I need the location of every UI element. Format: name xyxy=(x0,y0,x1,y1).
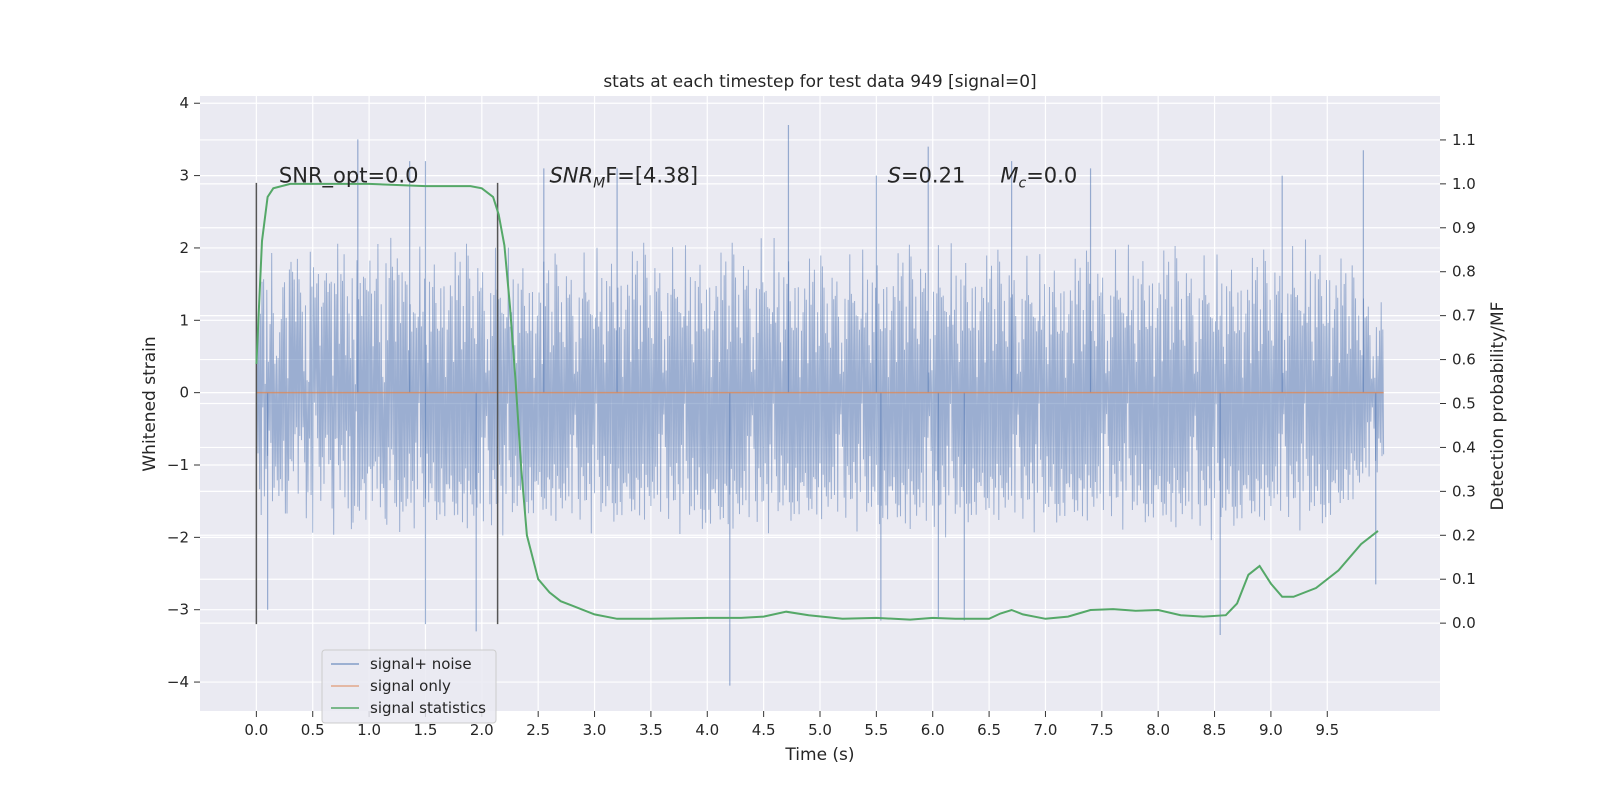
snr-mf-annotation: SNRMF=[4.38] xyxy=(549,164,698,192)
y-tick-label: 2 xyxy=(179,239,189,257)
vlines xyxy=(255,182,499,625)
snr-mf-main: SNR xyxy=(549,164,593,188)
snr-opt-annotation: SNR_opt=0.0 xyxy=(279,164,419,189)
mc-rest: =0.0 xyxy=(1026,164,1077,188)
x-tick-label: 9.0 xyxy=(1259,721,1283,739)
legend: signal+ noise signal only signal statist… xyxy=(321,649,497,724)
legend-label-noise: signal+ noise xyxy=(370,655,472,673)
y-axis-right: 1.1 1.0 0.9 0.8 0.7 0.6 0.5 0.4 0.3 0.2 0.1 0.0 xyxy=(1440,131,1476,632)
y2-tick-label: 0.0 xyxy=(1452,614,1476,632)
y2-tick-label: 0.9 xyxy=(1452,219,1476,237)
x-tick-label: 7.0 xyxy=(1034,721,1058,739)
snr-mf-sub: M xyxy=(593,176,605,192)
y-tick-label: 3 xyxy=(179,167,189,185)
x-tick-label: 0.5 xyxy=(301,721,325,739)
x-tick-label: 9.5 xyxy=(1315,721,1339,739)
x-tick-label: 3.5 xyxy=(639,721,663,739)
y2-tick-label: 0.2 xyxy=(1452,526,1476,544)
y-tick-label: 1 xyxy=(179,311,189,329)
y2-tick-label: 0.6 xyxy=(1452,351,1476,369)
x-axis: 0.0 0.5 1.0 1.5 2.0 2.5 3.0 3.5 4.0 4.5 5.0 5.5 6.0 6… xyxy=(244,711,1339,739)
x-tick-label: 3.0 xyxy=(583,721,607,739)
x-tick-label: 1.0 xyxy=(357,721,381,739)
y2-tick-label: 0.4 xyxy=(1452,438,1476,456)
y2-tick-label: 0.1 xyxy=(1452,570,1476,588)
x-tick-label: 2.5 xyxy=(526,721,550,739)
y2-tick-label: 0.5 xyxy=(1452,395,1476,413)
noise-series xyxy=(255,124,1385,686)
y2-tick-label: 0.3 xyxy=(1452,482,1476,500)
snr-mf-rest: F=[4.38] xyxy=(605,164,698,188)
y-tick-label: 4 xyxy=(179,94,189,112)
annotation-texts: SNR_opt=0.0 SNRMF=[4.38] S=0.21 Mc=0.0 xyxy=(279,164,1077,192)
legend-box xyxy=(321,649,497,724)
mc-sub: c xyxy=(1018,176,1026,192)
x-tick-label: 4.0 xyxy=(695,721,719,739)
s-main: S xyxy=(888,164,901,188)
y2-tick-label: 1.1 xyxy=(1452,131,1476,149)
x-tick-label: 4.5 xyxy=(752,721,776,739)
x-tick-label: 6.0 xyxy=(921,721,945,739)
y-tick-label: 0 xyxy=(179,384,189,402)
x-tick-label: 2.0 xyxy=(470,721,494,739)
y2-tick-label: 0.7 xyxy=(1452,307,1476,325)
y-tick-label: −2 xyxy=(167,528,189,546)
mc-annotation: Mc=0.0 xyxy=(1000,164,1077,192)
x-axis-title: Time (s) xyxy=(784,745,854,765)
s-rest: =0.21 xyxy=(901,164,965,188)
x-tick-label: 6.5 xyxy=(977,721,1001,739)
x-tick-label: 5.0 xyxy=(808,721,832,739)
signal-statistics-line xyxy=(255,182,1379,621)
x-tick-label: 8.0 xyxy=(1146,721,1170,739)
mc-main: M xyxy=(1000,164,1018,188)
x-tick-label: 0.0 xyxy=(244,721,268,739)
y-axis-title: Whitened strain xyxy=(140,336,160,471)
stat-series xyxy=(255,182,1379,621)
y2-axis-title: Detection probability/MF xyxy=(1488,302,1508,511)
s-annotation: S=0.21 xyxy=(888,164,966,188)
x-tick-label: 5.5 xyxy=(864,721,888,739)
noise-line xyxy=(255,237,1385,541)
y-tick-label: −4 xyxy=(167,673,189,691)
x-tick-label: 7.5 xyxy=(1090,721,1114,739)
chart-title: stats at each timestep for test data 949… xyxy=(603,72,1036,92)
y-tick-label: −1 xyxy=(167,456,189,474)
y-axis-left: 4 3 2 1 0 −1 −2 −3 −4 xyxy=(167,94,200,691)
x-tick-label: 1.5 xyxy=(414,721,438,739)
x-tick-label: 8.5 xyxy=(1203,721,1227,739)
y-tick-label: −3 xyxy=(167,601,189,619)
y2-tick-label: 1.0 xyxy=(1452,175,1476,193)
legend-label-stats: signal statistics xyxy=(370,699,486,717)
legend-label-signal: signal only xyxy=(370,677,451,695)
y2-tick-label: 0.8 xyxy=(1452,263,1476,281)
